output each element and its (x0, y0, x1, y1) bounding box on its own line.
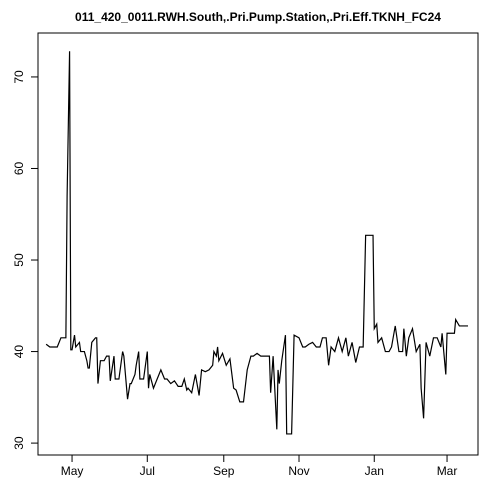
y-tick-label: 60 (12, 161, 26, 175)
x-tick-label: May (61, 464, 84, 478)
y-tick-label: 50 (12, 253, 26, 267)
plot-frame (37, 32, 479, 456)
y-tick-label: 40 (12, 345, 26, 359)
x-tick-label: Mar (437, 464, 458, 478)
x-tick-label: Jan (365, 464, 384, 478)
chart-title: 011_420_0011.RWH.South,.Pri.Pump.Station… (75, 10, 441, 24)
data-line (45, 51, 469, 435)
x-tick-label: Nov (288, 464, 309, 478)
x-tick-label: Sep (213, 464, 235, 478)
y-tick-label: 70 (12, 70, 26, 84)
y-tick-label: 30 (12, 436, 26, 450)
x-tick-label: Jul (140, 464, 155, 478)
